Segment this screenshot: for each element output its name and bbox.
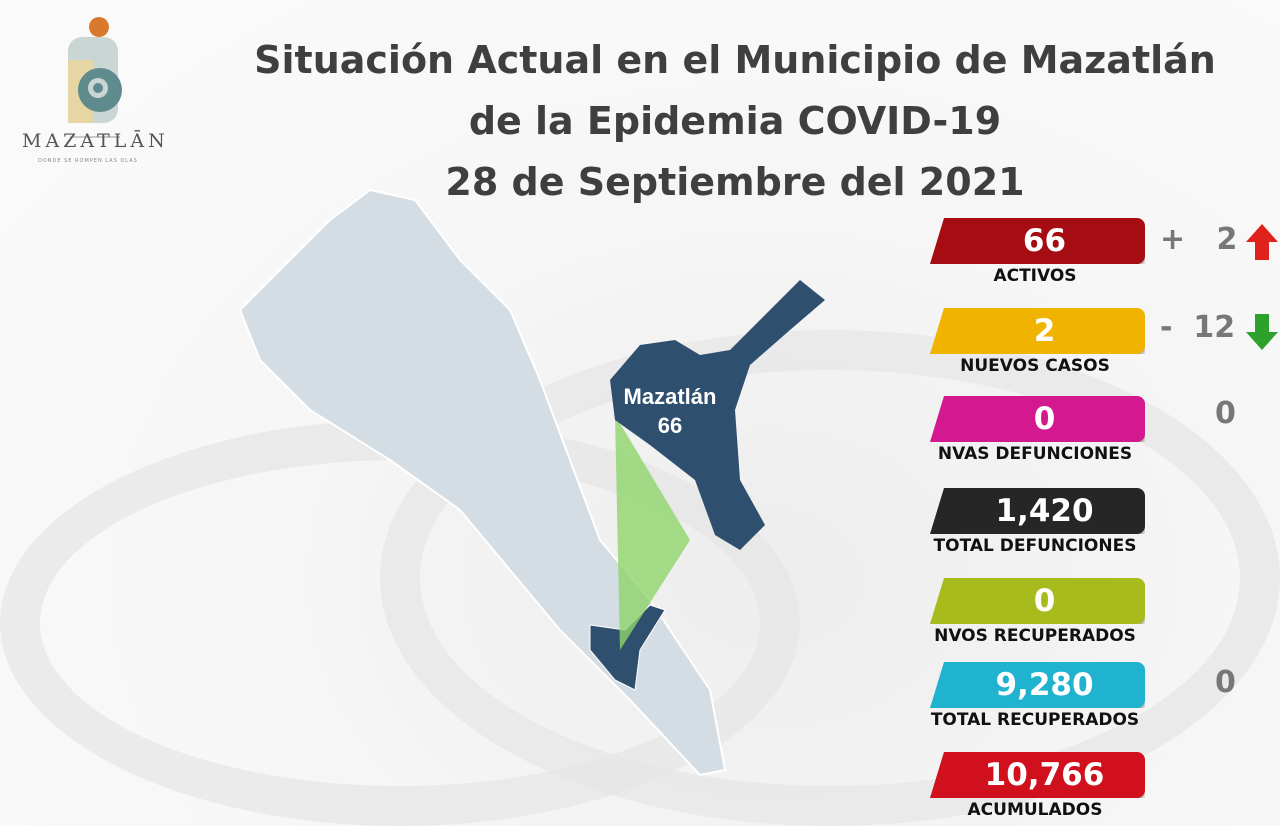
stat-delta: + 2 xyxy=(1160,222,1238,257)
stat-value: 10,766 xyxy=(984,757,1105,793)
stat-label: ACTIVOS xyxy=(993,266,1077,286)
stat-label: TOTAL DEFUNCIONES xyxy=(933,536,1137,556)
stat-ribbon xyxy=(930,488,1145,534)
stat-ribbon xyxy=(930,308,1145,354)
stat-label: TOTAL RECUPERADOS xyxy=(930,710,1140,730)
map-municipality-value: 66 xyxy=(658,413,682,438)
sinaloa-map: Mazatlán 66 xyxy=(238,188,825,777)
mazatlan-logo xyxy=(68,17,122,138)
stat-card-nuevos-casos: 2 NUEVOS CASOS xyxy=(930,308,1145,376)
arrow-up-icon xyxy=(1246,224,1278,260)
stat-value: 66 xyxy=(1022,223,1067,259)
logo-wordmark: MAZATLĀN xyxy=(22,130,169,152)
stat-card-nvas-defunciones: 0 NVAS DEFUNCIONES xyxy=(930,396,1145,464)
stat-delta: 0 xyxy=(1215,396,1236,431)
mazatlan-municipality-zoom xyxy=(610,280,825,550)
stat-delta: 0 xyxy=(1215,665,1236,700)
stat-card-total-defunciones: 1,420 TOTAL DEFUNCIONES xyxy=(930,488,1145,556)
stat-ribbon xyxy=(930,662,1145,708)
logo-tagline: DONDE SE ROMPEN LAS OLAS xyxy=(38,158,138,164)
stat-card-total-recuperados: 9,280 TOTAL RECUPERADOS xyxy=(930,662,1145,730)
stat-value: 2 xyxy=(1033,313,1056,349)
stat-value: 0 xyxy=(1033,583,1056,619)
title-line-3: 28 de Septiembre del 2021 xyxy=(445,160,1025,204)
map-municipality-label: Mazatlán xyxy=(624,384,717,409)
stat-ribbon xyxy=(930,218,1145,264)
stat-ribbon xyxy=(930,578,1145,624)
stat-label: NVOS RECUPERADOS xyxy=(934,626,1136,646)
stat-card-activos: 66 ACTIVOS xyxy=(930,218,1145,286)
stat-delta: - 12 xyxy=(1160,310,1236,345)
stat-label: ACUMULADOS xyxy=(967,800,1103,820)
callout-wedge xyxy=(615,415,690,650)
arrow-down-icon xyxy=(1246,314,1278,350)
stat-card-acumulados: 10,766 ACUMULADOS xyxy=(930,752,1145,820)
title-line-2: de la Epidemia COVID-19 xyxy=(468,99,1002,143)
stat-label: NUEVOS CASOS xyxy=(960,356,1110,376)
stat-value: 0 xyxy=(1033,401,1056,437)
stat-ribbon xyxy=(930,396,1145,442)
title-line-1: Situación Actual en el Municipio de Maza… xyxy=(254,38,1216,82)
stat-label: NVAS DEFUNCIONES xyxy=(937,444,1133,464)
stat-value: 1,420 xyxy=(995,493,1094,529)
stat-card-nvos-recuperados: 0 NVOS RECUPERADOS xyxy=(930,578,1145,646)
stat-ribbon xyxy=(930,752,1145,798)
stat-value: 9,280 xyxy=(995,667,1094,703)
